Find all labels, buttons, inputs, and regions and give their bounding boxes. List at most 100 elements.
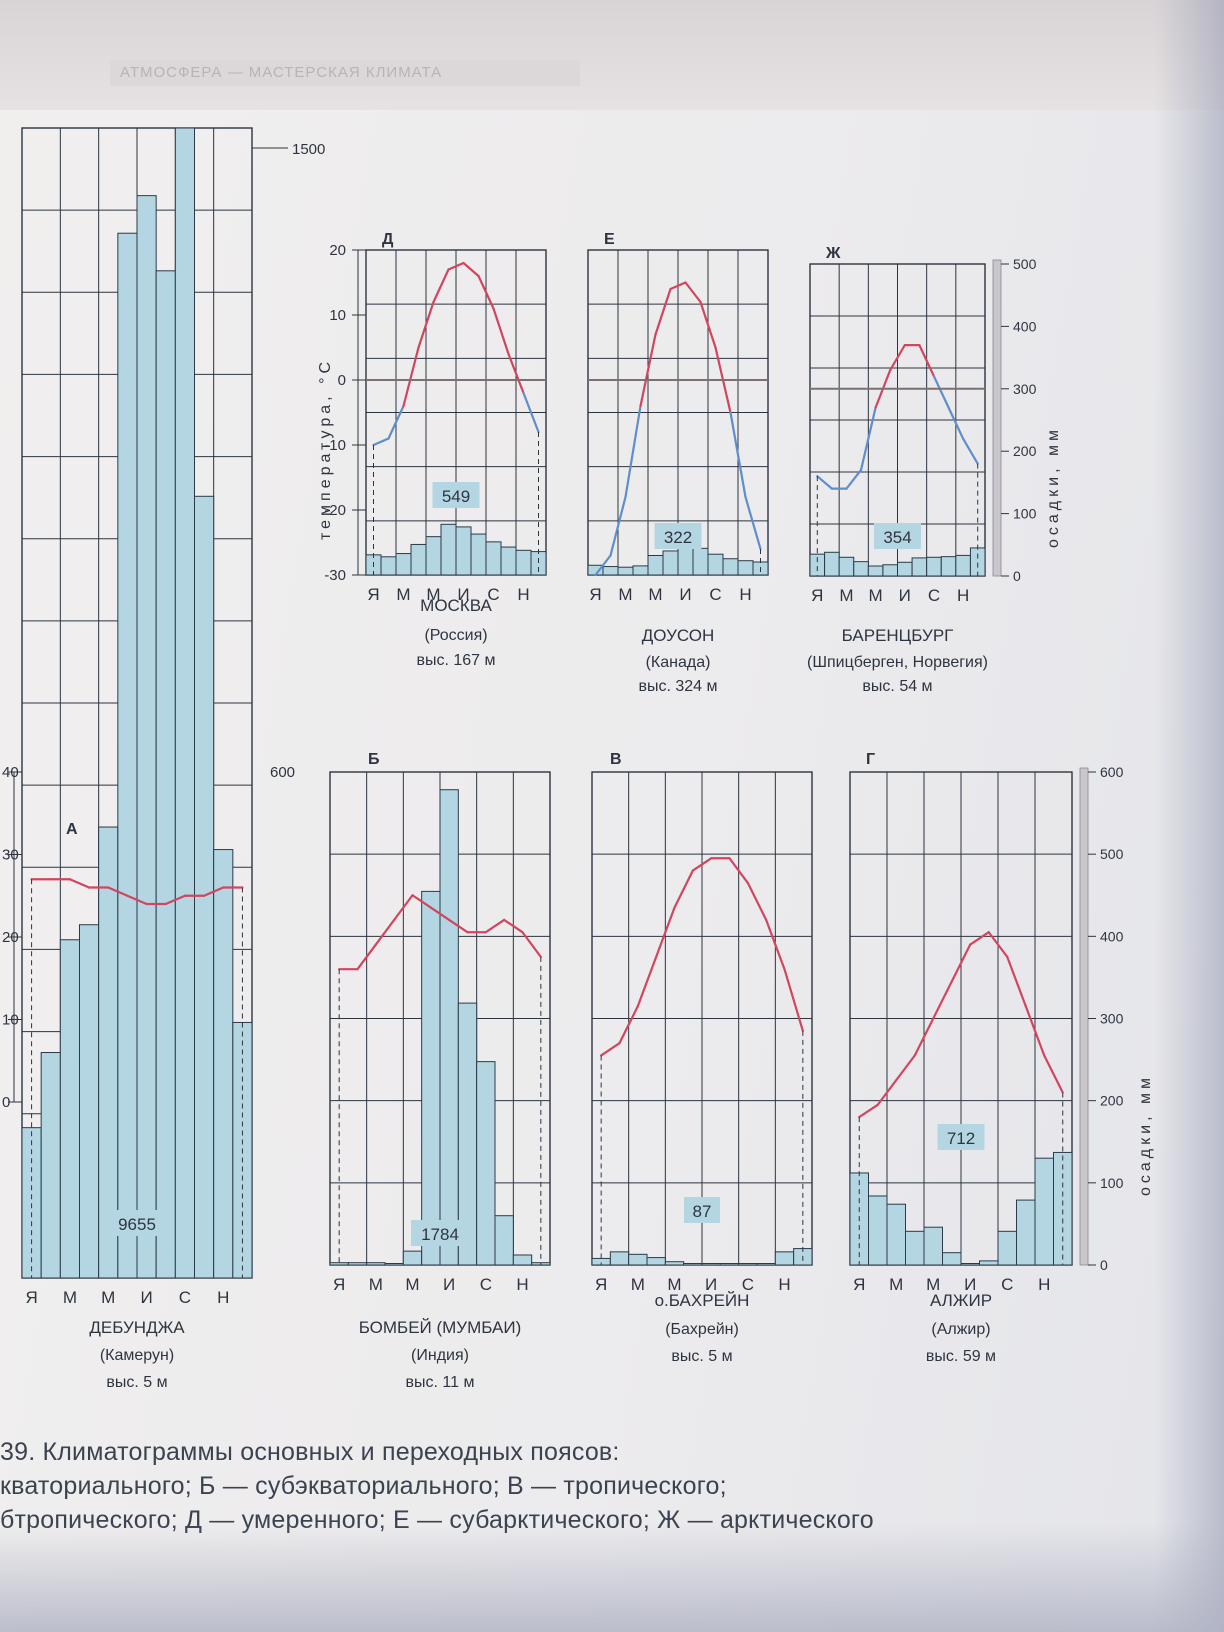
precip-bar	[500, 546, 517, 576]
station-altitude: выс. 54 м	[862, 678, 932, 695]
precip-bar	[868, 1195, 888, 1266]
precip-tick: 300	[1013, 381, 1037, 397]
temperature-line	[889, 344, 906, 372]
precip-bar	[886, 1203, 906, 1266]
precip-bar	[664, 1261, 685, 1266]
temperature-line	[462, 261, 480, 278]
temperature-line	[609, 495, 627, 557]
precip-bar	[632, 565, 649, 576]
month-label: И	[457, 585, 469, 604]
precip-bar	[979, 1260, 999, 1266]
precip-bar	[940, 556, 957, 577]
month-label: С	[742, 1275, 754, 1294]
temperature-line	[484, 918, 506, 934]
temperature-line	[432, 268, 450, 304]
temperature-line	[477, 274, 495, 310]
precip-bar	[425, 536, 442, 576]
precip-bar	[402, 1250, 423, 1266]
precip-bar	[960, 1263, 980, 1266]
precip-bar	[722, 558, 739, 576]
temperature-line	[1006, 955, 1027, 1008]
precip-bar	[905, 1230, 925, 1266]
total-precip-label: 9655	[118, 1215, 156, 1234]
precip-bar	[926, 556, 942, 577]
temperature-line	[372, 437, 390, 447]
precip-bar	[515, 549, 532, 576]
temperature-line	[522, 391, 540, 434]
temperature-axis-title: температура, °С	[317, 358, 334, 540]
station-altitude: выс. 324 м	[638, 678, 717, 695]
temperature-tick: -30	[324, 567, 346, 584]
station-name: ДОУСОН	[642, 626, 715, 645]
temperature-line	[673, 869, 694, 909]
month-label: Я	[595, 1275, 607, 1294]
temperature-line	[947, 406, 965, 440]
precip-tick: 200	[1100, 1093, 1124, 1109]
month-label: Н	[516, 1275, 528, 1294]
precip-bar	[647, 555, 664, 576]
precip-bar	[692, 547, 709, 576]
precip-bar	[59, 939, 80, 1279]
temperature-line	[639, 333, 657, 408]
month-label: М	[889, 1275, 903, 1294]
temperature-line	[950, 943, 972, 983]
temperature-line	[729, 411, 747, 499]
station-country: (Канада)	[646, 654, 711, 671]
temperature-line	[699, 300, 717, 349]
temperature-line	[356, 943, 377, 971]
temperature-line	[507, 352, 525, 395]
total-box	[108, 1210, 166, 1236]
temperature-line	[691, 857, 713, 872]
temperature-line	[932, 980, 953, 1020]
chart-letter: Б	[368, 751, 380, 768]
precip-bar	[897, 561, 913, 577]
total-precip-label: 87	[693, 1202, 712, 1221]
precip-bar	[867, 565, 884, 577]
precip-bar	[646, 1257, 666, 1266]
station-country: (Шпицберген, Норвегия)	[807, 654, 988, 671]
precip-bar	[923, 1226, 943, 1266]
precip-tick: 600	[270, 764, 295, 781]
precip-bar	[40, 1052, 61, 1279]
month-label: Н	[778, 1275, 790, 1294]
temperature-line	[816, 475, 833, 490]
precip-bar	[366, 1262, 386, 1266]
station-name: АЛЖИР	[930, 1291, 992, 1310]
precip-bar	[683, 1263, 703, 1266]
precip-axis-title-top: осадки, мм	[1045, 426, 1062, 548]
temperature-line	[913, 1017, 935, 1057]
precip-bar	[194, 495, 215, 1279]
precip-bar	[155, 270, 176, 1279]
month-label: Я	[853, 1275, 865, 1294]
precip-bar	[455, 526, 472, 576]
precip-bar	[384, 1263, 404, 1266]
precip-bar	[476, 1061, 496, 1266]
page-header-strip	[0, 0, 1224, 110]
page-edge-shadow	[1154, 0, 1224, 1632]
total-box	[654, 523, 702, 549]
temperature-line	[876, 1079, 898, 1106]
month-label: М	[631, 1275, 645, 1294]
precip-axis-scale	[1079, 767, 1089, 1266]
precip-bar	[380, 556, 397, 576]
temperature-line	[783, 968, 804, 1032]
precip-bar	[955, 554, 971, 577]
climatogram-6: 87 В Я М М И С Но.БАХРЕЙН (Бахрейн) выс. 5 м	[591, 751, 813, 1365]
temperature-line	[655, 906, 676, 958]
month-label: С	[1001, 1275, 1013, 1294]
precip-bar	[1034, 1157, 1054, 1266]
precip-bar	[1016, 1199, 1036, 1266]
month-label: Я	[367, 585, 379, 604]
month-label: И	[443, 1275, 455, 1294]
month-label: М	[839, 586, 853, 605]
temperature-line	[202, 886, 225, 897]
month-label: Я	[333, 1275, 345, 1294]
running-title: АТМОСФЕРА — МАСТЕРСКАЯ КЛИМАТА	[110, 60, 580, 86]
temperature-line	[68, 878, 91, 889]
precip-bar	[882, 564, 899, 577]
temperature-line	[932, 375, 950, 409]
month-label: И	[705, 1275, 717, 1294]
